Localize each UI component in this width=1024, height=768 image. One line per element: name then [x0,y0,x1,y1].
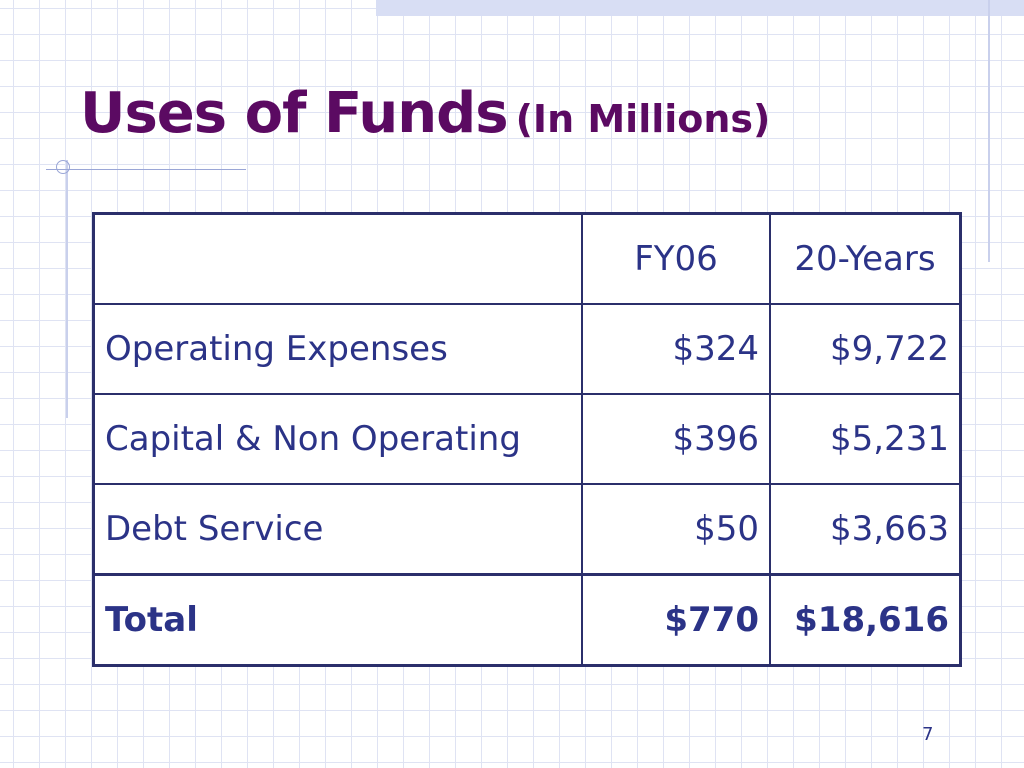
row-fy06-value: $396 [581,393,771,485]
row-fy06-value: $50 [581,483,771,576]
row-fy06-value: $324 [581,303,771,395]
table-row: Debt Service $50 $3,663 [92,483,962,576]
top-decorative-band [376,0,1024,16]
slide-title: Uses of Funds (In Millions) [80,86,770,142]
table-header-row: FY06 20-Years [92,212,962,305]
table-row: Capital & Non Operating $396 $5,231 [92,393,962,485]
right-decorative-rule [988,0,990,262]
row-20-years-value: $9,722 [769,303,962,395]
total-fy06-value: $770 [581,573,771,667]
slide-title-main: Uses of Funds [80,81,509,146]
row-label: Debt Service [92,483,583,576]
row-20-years-value: $5,231 [769,393,962,485]
total-label: Total [92,573,583,667]
header-cell-20-years: 20-Years [769,212,962,305]
left-decorative-rule [66,160,68,418]
table-row: Operating Expenses $324 $9,722 [92,303,962,395]
total-20-years-value: $18,616 [769,573,962,667]
row-label: Operating Expenses [92,303,583,395]
uses-of-funds-table: FY06 20-Years Operating Expenses $324 $9… [92,212,962,667]
header-cell-fy06: FY06 [581,212,771,305]
slide-title-subtitle: (In Millions) [515,97,771,141]
table-total-row: Total $770 $18,616 [92,573,962,667]
row-label: Capital & Non Operating [92,393,583,485]
slide-page-number: 7 [922,724,934,745]
title-underline-rule [46,169,246,170]
title-ring-ornament [56,160,70,174]
header-cell-label [92,212,583,305]
row-20-years-value: $3,663 [769,483,962,576]
